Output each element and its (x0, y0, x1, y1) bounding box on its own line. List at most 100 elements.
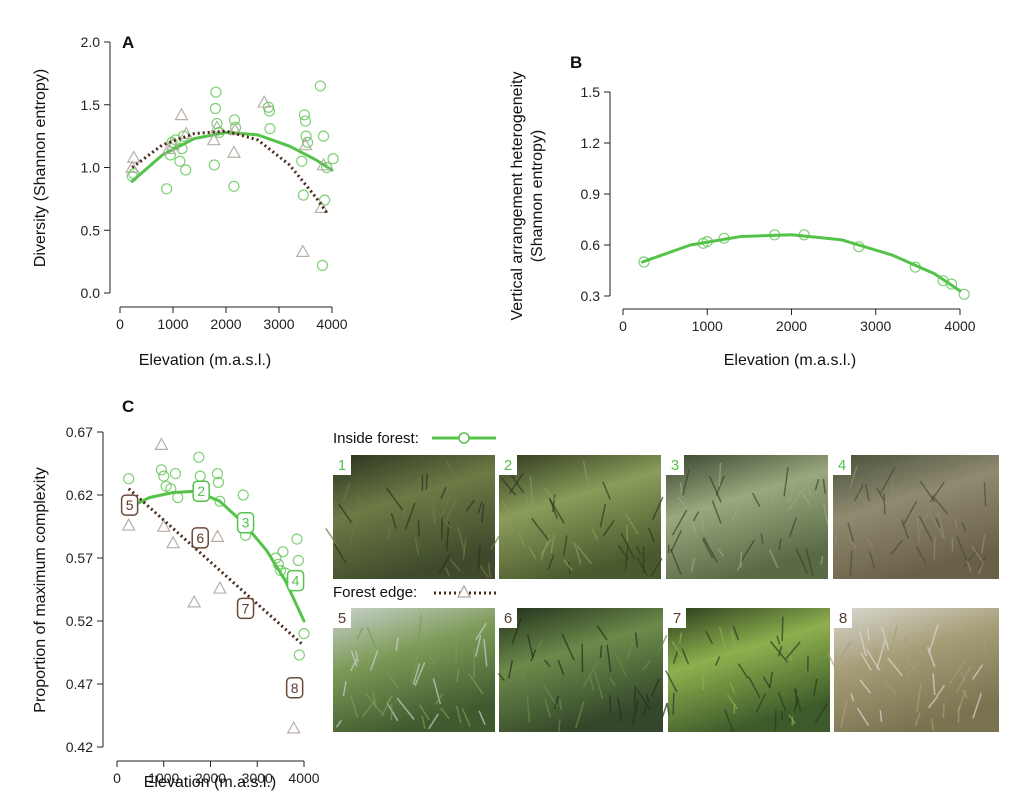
vegetation-stroke (501, 501, 510, 515)
y-tick-label: 1.5 (581, 84, 601, 100)
vegetation-stroke (440, 707, 450, 720)
y-tick-label: 0.52 (66, 613, 93, 629)
data-point-circle (155, 464, 168, 476)
vegetation-stroke (350, 658, 358, 672)
data-point-circle (318, 194, 331, 206)
vegetation-stroke (727, 694, 738, 710)
y-axis: 0.42 0.47 0.52 0.57 0.62 0.67 (66, 424, 104, 755)
vegetation-stroke (651, 678, 660, 697)
vegetation-stroke (901, 518, 910, 540)
data-point-triangle (212, 581, 227, 594)
vegetation-stroke (937, 510, 946, 540)
y-axis-label: Vertical arrangement heterogeneity (509, 71, 526, 320)
vegetation-stroke (813, 678, 818, 696)
vegetation-stroke (479, 564, 489, 578)
vegetation-stroke (602, 519, 615, 537)
vegetation-stroke (631, 699, 639, 726)
vegetation-stroke (410, 491, 416, 515)
data-point-circle (211, 117, 223, 130)
vegetation-stroke (715, 475, 725, 496)
x-tick-label: 4000 (944, 318, 975, 334)
vegetation-stroke (860, 652, 872, 671)
vegetation-stroke (671, 509, 688, 536)
vegetation-stroke (477, 545, 481, 570)
photo-2: 2 (499, 455, 664, 579)
site-label-box (286, 569, 305, 592)
data-point-triangle (206, 132, 221, 146)
legend-edge-label: Forest edge: (333, 584, 417, 601)
vegetation-stroke (531, 518, 550, 541)
photo-number: 8 (839, 610, 847, 627)
vegetation-stroke (557, 719, 561, 732)
vegetation-stroke (751, 492, 761, 508)
vegetation-stroke (418, 704, 430, 721)
photo-number: 5 (338, 610, 346, 627)
data-point-circle (194, 470, 206, 482)
vegetation-stroke (681, 648, 690, 665)
vegetation-stroke (822, 502, 829, 526)
data-point-circle (172, 491, 184, 504)
vegetation-stroke (626, 524, 629, 541)
vegetation-stroke (510, 474, 525, 494)
vegetation-stroke (914, 712, 921, 727)
data-point-triangle (156, 519, 171, 532)
vegetation-stroke (387, 673, 399, 688)
data-point-triangle (179, 126, 194, 140)
vegetation-stroke (737, 663, 749, 679)
vegetation-stroke (814, 478, 820, 491)
vegetation-stroke (850, 693, 855, 702)
data-point-circle (945, 278, 958, 290)
y-tick-label: 0.3 (581, 288, 601, 304)
vegetation-stroke (511, 617, 522, 645)
panel-label: B (570, 53, 582, 72)
vegetation-stroke (373, 509, 378, 526)
vegetation-stroke (739, 552, 743, 568)
vegetation-stroke (778, 538, 782, 551)
vegetation-stroke (849, 465, 858, 487)
vegetation-stroke (468, 673, 484, 694)
vegetation-stroke (528, 546, 537, 560)
vegetation-stroke (926, 646, 936, 668)
data-point-circle (264, 122, 276, 135)
data-point-circle (293, 649, 305, 661)
vegetation-stroke (428, 654, 436, 665)
vegetation-stroke (404, 502, 416, 530)
vegetation-stroke (692, 511, 700, 522)
site-label-box (236, 597, 255, 620)
vegetation-stroke (705, 630, 714, 645)
vegetation-stroke (387, 525, 392, 540)
vegetation-stroke (928, 624, 939, 654)
vegetation-stroke (465, 499, 475, 512)
data-point-circle (292, 554, 304, 567)
vegetation-stroke (688, 511, 697, 533)
vegetation-stroke (977, 562, 984, 575)
vegetation-stroke (840, 700, 848, 728)
vegetation-stroke (916, 683, 922, 712)
vegetation-stroke (905, 660, 920, 678)
vegetation-stroke (942, 702, 945, 719)
vegetation-stroke (620, 532, 636, 560)
y-tick-label: 0.9 (581, 186, 601, 202)
data-point-circle (212, 476, 225, 488)
vegetation-stroke (370, 650, 379, 671)
site-label-text: 2 (197, 483, 205, 499)
vegetation-stroke (436, 510, 452, 529)
vegetation-stroke (932, 673, 936, 696)
photo-number: 7 (673, 610, 681, 627)
vegetation-stroke (982, 640, 986, 652)
photo-image (833, 455, 999, 579)
vegetation-stroke (642, 659, 651, 671)
vegetation-stroke (573, 542, 582, 565)
data-point-circle (302, 136, 314, 148)
vegetation-stroke (701, 538, 714, 559)
vegetation-stroke (787, 485, 796, 503)
vegetation-stroke (927, 695, 939, 709)
x-tick-label: 3000 (242, 770, 273, 786)
vegetation-stroke (833, 534, 838, 549)
vegetation-stroke (690, 557, 696, 572)
vegetation-stroke (853, 484, 864, 502)
site-label-box (191, 527, 209, 549)
data-point-triangle (209, 120, 225, 133)
vegetation-stroke (412, 663, 421, 685)
vegetation-stroke (402, 500, 408, 521)
